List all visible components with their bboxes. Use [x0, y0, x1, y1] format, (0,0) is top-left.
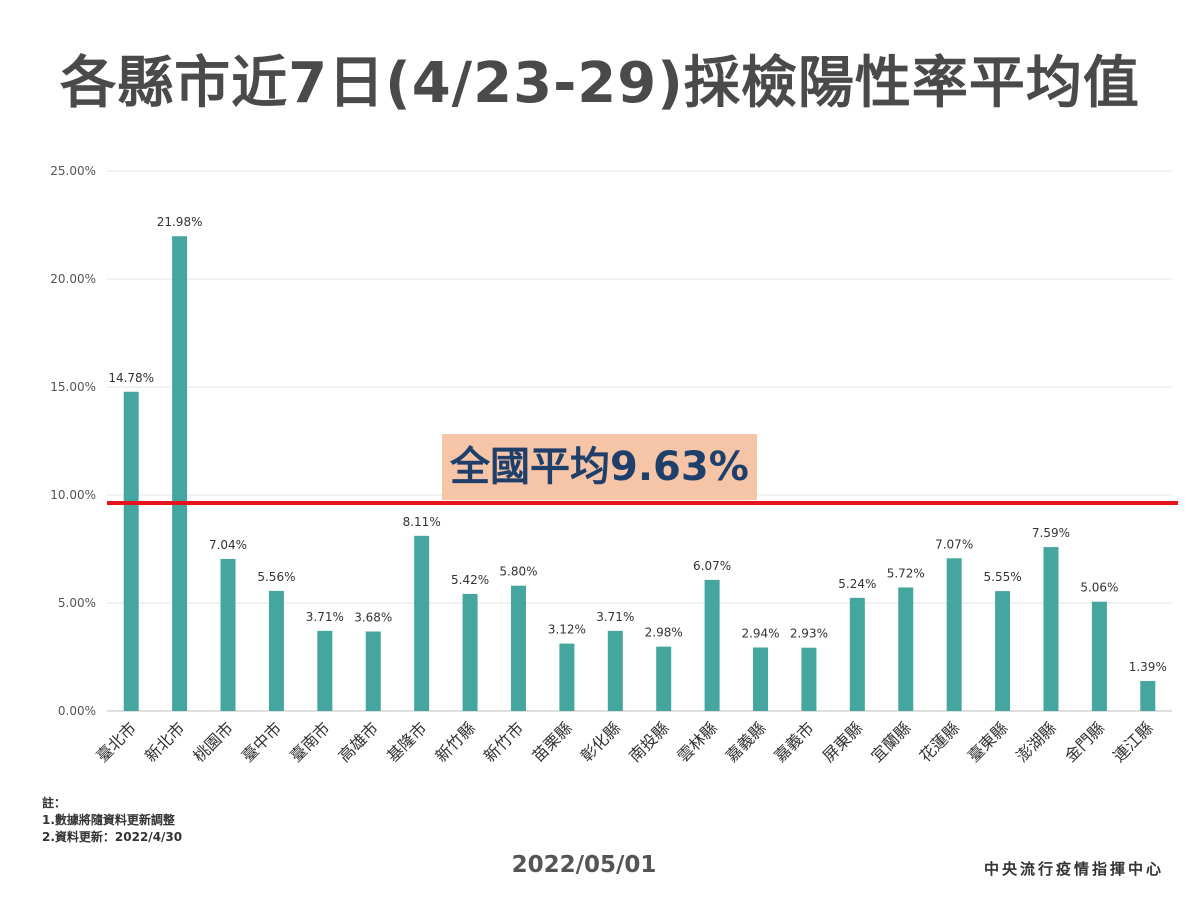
y-tick-label: 5.00%: [58, 596, 96, 610]
bars: [123, 236, 1156, 711]
bar-value-label: 1.39%: [1129, 660, 1167, 674]
bar-value-label: 3.12%: [548, 623, 586, 637]
x-category-label: 南投縣: [625, 718, 672, 765]
x-axis-labels: 臺北市 新北市 桃園市 臺中市 臺南市 高雄市 基隆市 新竹縣 新竹市 苗栗縣 彰化縣 南投縣 雲林縣嘉…: [93, 718, 1157, 765]
bar-value-label: 3.71%: [306, 610, 344, 624]
bar: [414, 535, 430, 711]
notes: 註： 1.數據將隨資料更新調整 2.資料更新：2022/4/30: [42, 795, 182, 846]
bar-value-label: 2.98%: [645, 626, 683, 640]
bar: [753, 647, 769, 711]
y-tick-label: 0.00%: [58, 704, 96, 718]
footer-organization: 中央流行疫情指揮中心: [983, 860, 1164, 878]
bar: [607, 630, 623, 711]
note-line-1: 1.數據將隨資料更新調整: [42, 813, 175, 827]
x-category-label: 基隆市: [383, 718, 430, 765]
notes-heading: 註：: [42, 796, 67, 810]
x-category-label: 苗栗縣: [528, 718, 575, 765]
y-tick-label: 20.00%: [50, 272, 96, 286]
national-average-label: 全國平均9.63%: [442, 434, 757, 500]
bar: [462, 593, 478, 711]
bar: [365, 631, 381, 711]
chart-title: 各縣市近7日(4/23-29)採檢陽性率平均值: [60, 51, 1140, 116]
bar-value-label: 2.93%: [790, 627, 828, 641]
bar: [220, 558, 236, 711]
bar-value-label: 2.94%: [741, 626, 779, 640]
x-category-label: 臺南市: [286, 718, 333, 765]
x-category-label: 新北市: [141, 718, 188, 765]
bar-value-label: 14.78%: [108, 371, 154, 385]
bar-value-label: 5.56%: [257, 570, 295, 584]
footer-date: 2022/05/01: [511, 852, 657, 878]
bar: [559, 643, 575, 711]
bar-value-label: 5.55%: [984, 570, 1022, 584]
y-axis-ticks: 0.00% 5.00% 10.00% 15.00% 20.00% 25.00%: [50, 164, 96, 718]
bar: [268, 590, 284, 711]
bar-value-label: 8.11%: [403, 515, 441, 529]
bar-value-label: 5.72%: [887, 566, 925, 580]
bar: [510, 585, 526, 711]
x-category-label: 雲林縣: [674, 718, 721, 765]
x-category-label: 屏東縣: [819, 718, 866, 765]
bar-value-label: 3.68%: [354, 611, 392, 625]
bar: [946, 558, 962, 711]
bar-value-label: 5.42%: [451, 573, 489, 587]
x-category-label: 嘉義縣: [722, 718, 769, 765]
bar: [801, 647, 817, 711]
x-category-label: 臺北市: [93, 718, 140, 765]
x-category-label: 新竹市: [480, 718, 527, 765]
bar-value-label: 3.71%: [596, 610, 634, 624]
bar-value-label: 7.04%: [209, 538, 247, 552]
value-labels: 14.78% 21.98% 7.04% 5.56% 3.71% 3.68% 8.11% 5.4…: [108, 215, 1167, 674]
x-category-label: 臺東縣: [964, 718, 1011, 765]
bar-value-label: 5.24%: [838, 577, 876, 591]
x-category-label: 金門縣: [1061, 718, 1108, 765]
x-category-label: 臺中市: [238, 718, 285, 765]
bar: [995, 591, 1011, 711]
y-tick-label: 25.00%: [50, 164, 96, 178]
bar-value-label: 7.59%: [1032, 526, 1070, 540]
x-category-label: 花蓮縣: [916, 718, 963, 765]
bar: [1140, 680, 1156, 711]
bar-value-label: 5.06%: [1080, 581, 1118, 595]
bar-value-label: 7.07%: [935, 537, 973, 551]
x-category-label: 嘉義市: [770, 718, 817, 765]
bar: [1043, 547, 1059, 711]
bar: [704, 579, 720, 711]
bar: [849, 597, 865, 711]
bar-value-label: 5.80%: [499, 565, 537, 579]
x-category-label: 新竹縣: [432, 718, 479, 765]
x-category-label: 高雄市: [335, 718, 382, 765]
x-category-label: 桃園市: [189, 718, 236, 765]
y-tick-label: 15.00%: [50, 380, 96, 394]
bar: [172, 236, 188, 711]
bar-value-label: 6.07%: [693, 559, 731, 573]
x-category-label: 宜蘭縣: [867, 718, 914, 765]
x-category-label: 澎湖縣: [1012, 718, 1059, 765]
y-tick-label: 10.00%: [50, 488, 96, 502]
note-line-2: 2.資料更新：2022/4/30: [42, 830, 183, 844]
bar: [656, 646, 672, 711]
bar: [898, 587, 914, 711]
x-category-label: 連江縣: [1109, 718, 1156, 765]
bar: [123, 391, 139, 711]
bar: [317, 630, 333, 711]
x-category-label: 彰化縣: [577, 718, 624, 765]
bar: [1091, 601, 1107, 711]
bar-value-label: 21.98%: [157, 215, 203, 229]
